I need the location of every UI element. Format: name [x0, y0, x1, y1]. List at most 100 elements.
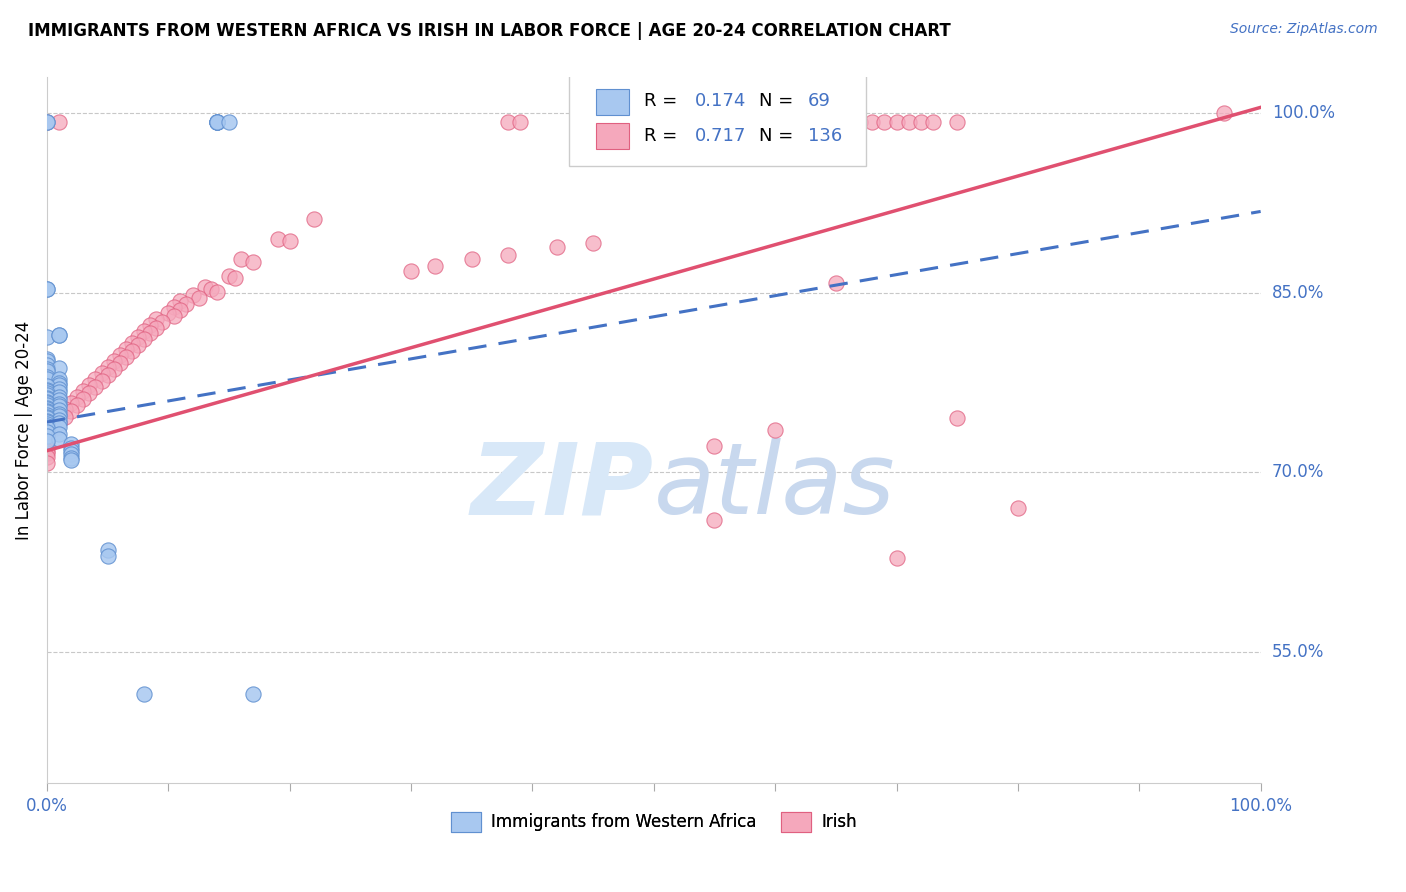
Point — [48, 382, 70, 396]
Point — [35, 408, 58, 422]
Point — [60, 447, 83, 461]
Point — [496, 247, 519, 261]
Point — [200, 282, 222, 296]
Point — [48, 408, 70, 422]
Point — [60, 396, 83, 410]
Point — [90, 375, 112, 389]
Point — [35, 410, 58, 425]
Point — [35, 354, 58, 368]
Point — [266, 232, 288, 246]
Point — [35, 419, 58, 434]
Point — [176, 296, 198, 310]
Point — [121, 344, 143, 359]
Point — [35, 282, 58, 296]
Point — [194, 280, 217, 294]
Point — [860, 114, 883, 128]
Point — [48, 361, 70, 376]
Text: ZIP: ZIP — [471, 438, 654, 535]
Point — [48, 419, 70, 434]
Point — [824, 277, 846, 291]
Point — [48, 385, 70, 400]
Point — [242, 254, 264, 268]
Point — [849, 114, 872, 128]
Point — [35, 443, 58, 458]
Point — [35, 114, 58, 128]
Point — [35, 432, 58, 446]
FancyBboxPatch shape — [596, 123, 630, 149]
Point — [643, 114, 665, 128]
Point — [48, 416, 70, 430]
Point — [169, 294, 191, 309]
Point — [35, 440, 58, 454]
Point — [48, 114, 70, 128]
Point — [35, 450, 58, 464]
Text: atlas: atlas — [654, 438, 896, 535]
Point — [35, 372, 58, 386]
Text: 100.0%: 100.0% — [1272, 104, 1334, 122]
Point — [35, 428, 58, 442]
Point — [48, 372, 70, 386]
Point — [48, 403, 70, 417]
Point — [48, 416, 70, 430]
Point — [72, 384, 94, 398]
Point — [163, 300, 186, 314]
Point — [763, 424, 786, 438]
Point — [60, 436, 83, 450]
Point — [910, 114, 932, 128]
Point — [48, 432, 70, 446]
Point — [127, 338, 149, 352]
Point — [218, 114, 240, 128]
Point — [425, 260, 447, 274]
Point — [35, 391, 58, 405]
Text: 0.174: 0.174 — [695, 92, 747, 110]
Point — [278, 235, 301, 249]
Point — [90, 366, 112, 380]
Point — [35, 411, 58, 425]
Point — [48, 393, 70, 408]
Point — [157, 306, 180, 320]
Point — [224, 271, 246, 285]
Text: 136: 136 — [808, 127, 842, 145]
Point — [97, 549, 120, 563]
Point — [399, 264, 422, 278]
Point — [66, 398, 89, 412]
Point — [35, 369, 58, 384]
Point — [205, 285, 228, 299]
Point — [35, 404, 58, 418]
Point — [35, 383, 58, 397]
Point — [35, 351, 58, 366]
Point — [35, 446, 58, 460]
Point — [103, 362, 125, 376]
Point — [48, 409, 70, 423]
Point — [837, 114, 859, 128]
Point — [35, 330, 58, 344]
Point — [1007, 501, 1029, 516]
Point — [132, 333, 155, 347]
Point — [108, 348, 131, 362]
Text: N =: N = — [759, 127, 800, 145]
Point — [48, 400, 70, 414]
Point — [35, 401, 58, 415]
Point — [922, 114, 945, 128]
Point — [108, 356, 131, 370]
Point — [145, 312, 167, 326]
Point — [42, 414, 65, 428]
Point — [873, 114, 896, 128]
Point — [48, 327, 70, 342]
Point — [897, 114, 920, 128]
Point — [509, 114, 531, 128]
Point — [35, 401, 58, 416]
FancyBboxPatch shape — [569, 75, 866, 166]
Point — [496, 114, 519, 128]
Point — [35, 434, 58, 449]
Point — [703, 439, 725, 453]
Point — [48, 397, 70, 411]
Point — [35, 384, 58, 398]
Point — [655, 114, 678, 128]
Point — [60, 443, 83, 458]
Point — [205, 114, 228, 128]
Text: 85.0%: 85.0% — [1272, 284, 1324, 301]
Point — [35, 362, 58, 376]
Point — [35, 405, 58, 419]
Point — [35, 417, 58, 432]
